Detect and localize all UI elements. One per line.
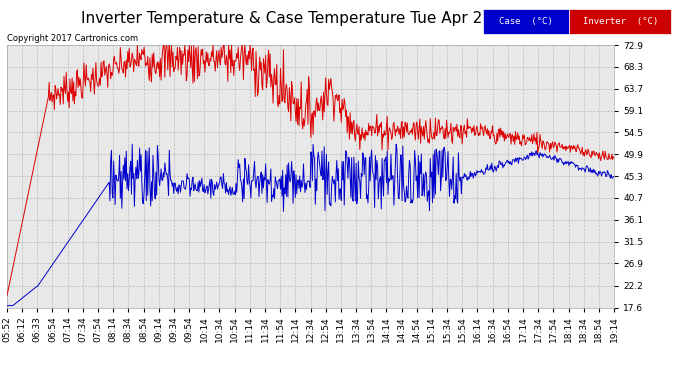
Text: Case  (°C): Case (°C) [500,17,553,26]
Text: Copyright 2017 Cartronics.com: Copyright 2017 Cartronics.com [7,34,138,43]
Text: Inverter Temperature & Case Temperature Tue Apr 25 19:32: Inverter Temperature & Case Temperature … [81,11,540,26]
Text: Inverter  (°C): Inverter (°C) [582,17,658,26]
